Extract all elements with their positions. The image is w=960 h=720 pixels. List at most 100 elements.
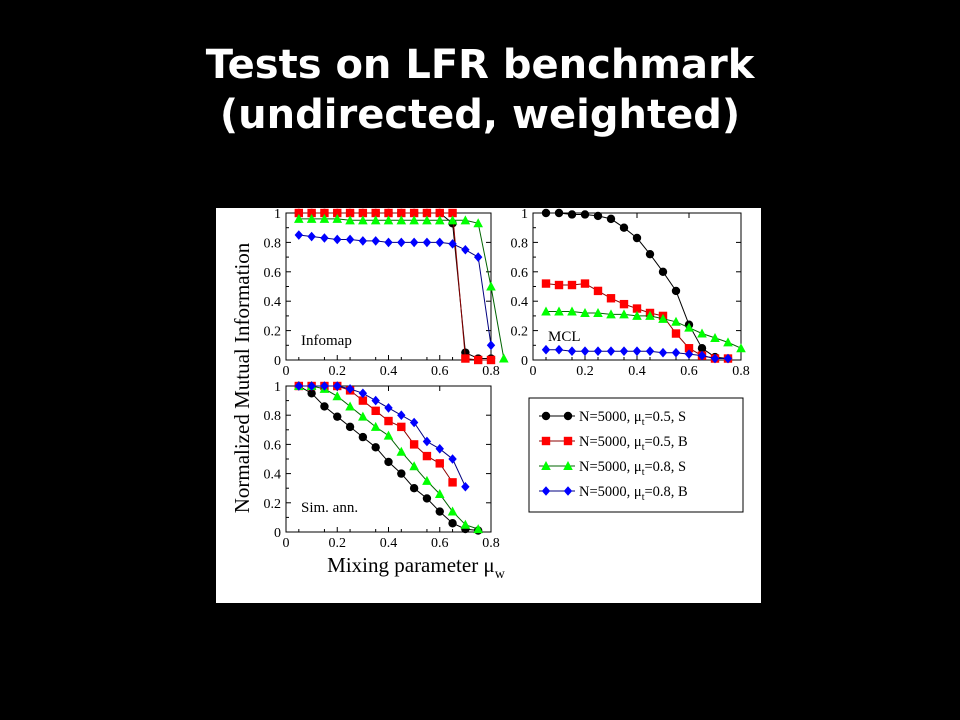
data-point bbox=[460, 519, 471, 529]
data-point bbox=[384, 403, 393, 413]
data-point bbox=[473, 524, 483, 534]
data-point bbox=[320, 208, 329, 218]
data-point bbox=[435, 443, 444, 454]
data-point bbox=[294, 213, 304, 223]
data-point bbox=[486, 340, 496, 351]
y-tick-label: 1 bbox=[274, 208, 281, 222]
data-point bbox=[370, 215, 381, 225]
series-line bbox=[298, 212, 491, 361]
x-tick-label: 0.4 bbox=[380, 364, 398, 379]
data-point bbox=[619, 299, 629, 309]
legend-marker bbox=[541, 461, 551, 470]
panel-label: Infomap bbox=[301, 333, 352, 349]
data-point bbox=[697, 328, 707, 338]
x-tick-label: 0 bbox=[283, 364, 290, 379]
data-point bbox=[461, 244, 470, 255]
data-point bbox=[658, 347, 668, 358]
panel-3: 0 0.2 0.4 0.6 0.8 0 0.2 0.4 0.6 0.8 1 Sim. ann. bbox=[264, 380, 500, 551]
data-point bbox=[448, 208, 457, 218]
data-point bbox=[671, 286, 681, 296]
x-tick-label: 0.8 bbox=[482, 536, 500, 551]
data-point bbox=[593, 307, 603, 317]
data-point bbox=[345, 215, 355, 225]
data-point bbox=[619, 309, 629, 319]
data-point bbox=[632, 233, 642, 243]
data-point bbox=[333, 381, 342, 391]
data-point bbox=[567, 306, 577, 316]
data-point bbox=[645, 249, 655, 259]
y-tick-label: 0.4 bbox=[511, 295, 529, 310]
data-point bbox=[697, 350, 707, 361]
data-point bbox=[409, 215, 419, 225]
data-point bbox=[671, 316, 681, 326]
data-point bbox=[606, 214, 616, 224]
data-point bbox=[710, 353, 720, 364]
data-point bbox=[473, 252, 483, 262]
data-point bbox=[409, 440, 419, 449]
data-point bbox=[435, 507, 444, 516]
data-point bbox=[473, 355, 483, 365]
x-tick-label: 0 bbox=[530, 364, 537, 379]
data-point bbox=[723, 337, 733, 347]
y-tick-label: 0 bbox=[521, 354, 528, 369]
data-point bbox=[593, 211, 603, 221]
data-point bbox=[422, 436, 432, 447]
legend-item-1: N=5000, μt=0.5, S bbox=[539, 409, 686, 428]
legend-marker bbox=[563, 436, 573, 446]
data-point bbox=[736, 343, 746, 353]
data-point bbox=[319, 213, 330, 223]
legend-item-3: N=5000, μt=0.8, S bbox=[539, 459, 686, 478]
data-point bbox=[684, 349, 694, 359]
data-point bbox=[619, 346, 629, 356]
data-point bbox=[396, 215, 407, 225]
panel-label: MCL bbox=[548, 329, 581, 345]
x-tick-label: 0.6 bbox=[431, 364, 449, 379]
data-point bbox=[554, 306, 564, 316]
data-point bbox=[358, 208, 368, 218]
data-point bbox=[435, 237, 444, 248]
data-point bbox=[684, 344, 694, 353]
data-point bbox=[541, 208, 551, 218]
data-point bbox=[384, 208, 393, 218]
legend: N=5000, μt=0.5, S N=5000, μt=0.5, B N=5000… bbox=[528, 397, 744, 513]
data-point bbox=[448, 478, 457, 487]
y-tick-label: 0.2 bbox=[511, 325, 529, 340]
data-point bbox=[409, 237, 419, 248]
x-axis-label: Mixing parameter μw bbox=[327, 553, 506, 582]
data-point bbox=[333, 234, 342, 245]
data-point bbox=[580, 346, 590, 356]
slide-title: Tests on LFR benchmark (undirected, weig… bbox=[0, 40, 960, 140]
data-point bbox=[409, 461, 419, 471]
data-point bbox=[332, 391, 343, 401]
data-point bbox=[632, 346, 642, 356]
y-tick-label: 1 bbox=[521, 208, 528, 222]
data-point bbox=[541, 306, 551, 316]
data-point bbox=[606, 309, 616, 319]
data-point bbox=[397, 237, 406, 248]
legend-label: N=5000, μt=0.8, S bbox=[579, 459, 686, 478]
data-point bbox=[345, 384, 355, 394]
data-point bbox=[307, 389, 316, 398]
data-point bbox=[333, 412, 342, 421]
panel-2: 0 0.2 0.4 0.6 0.8 0 0.2 0.4 0.6 0.8 1 MCL bbox=[511, 208, 750, 379]
data-point bbox=[632, 310, 642, 320]
data-point bbox=[473, 218, 483, 228]
y-tick-label: 0 bbox=[274, 526, 281, 541]
data-point bbox=[294, 208, 304, 218]
slide-title-line-1: Tests on LFR benchmark bbox=[205, 42, 755, 88]
data-point bbox=[320, 233, 329, 243]
x-tick-label: 0.2 bbox=[329, 536, 347, 551]
panel-label: Sim. ann. bbox=[301, 500, 358, 516]
x-tick-label: 0.8 bbox=[732, 364, 750, 379]
data-point bbox=[422, 215, 432, 225]
data-point bbox=[461, 481, 470, 492]
data-point bbox=[307, 208, 316, 218]
data-point bbox=[710, 332, 720, 342]
legend-item-2: N=5000, μt=0.5, B bbox=[539, 434, 688, 453]
series-3 bbox=[541, 306, 746, 353]
data-point bbox=[580, 210, 590, 219]
data-point bbox=[422, 494, 432, 503]
x-tick-label: 0.6 bbox=[431, 536, 449, 551]
x-tick-label: 0.4 bbox=[380, 536, 398, 551]
data-point bbox=[422, 208, 432, 218]
